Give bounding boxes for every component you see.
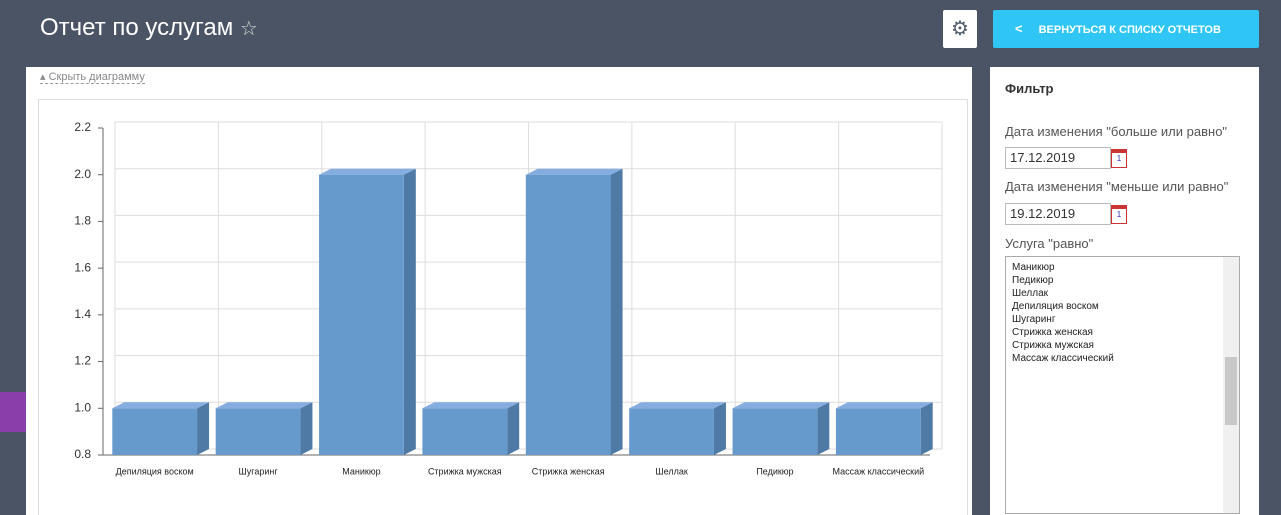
bar [215, 408, 301, 455]
toggle-chart-text: Скрыть диаграмму [48, 71, 145, 83]
bar-side [300, 402, 313, 455]
bar-top [629, 402, 726, 409]
x-tick-label: Стрижка мужская [428, 466, 502, 476]
service-listbox[interactable]: Маникюр Педикюр Шеллак Депиляция воском Шуга… [1005, 256, 1240, 514]
star-icon[interactable]: ☆ [239, 18, 258, 40]
x-tick-label: Педикюр [756, 466, 793, 476]
back-button-text: ВЕРНУТЬСЯ К СПИСКУ ОТЧЕТОВ [1038, 24, 1221, 36]
option[interactable]: Стрижка мужская [1012, 340, 1094, 351]
bar-top [525, 168, 623, 175]
option[interactable]: Массаж классический [1012, 353, 1114, 364]
date-from-label: Дата изменения "больше или равно" [1005, 124, 1228, 139]
bar-side [817, 402, 830, 455]
option[interactable]: Стрижка женская [1012, 327, 1093, 338]
bar-top [319, 168, 416, 175]
y-tick-label: 1.2 [74, 354, 91, 368]
chart: 0.8 1.0 1.2 1.4 1.6 1.8 2.0 2.2 Депиляция воском… [38, 99, 968, 515]
y-tick-label: 2.0 [74, 167, 91, 181]
option[interactable]: Маникюр [1012, 262, 1055, 273]
y-tick-label: 2.2 [74, 120, 91, 134]
bar-top [422, 402, 520, 409]
toggle-chart-link[interactable]: ▴ Скрыть диаграмму [40, 71, 145, 84]
bar-side [197, 402, 210, 455]
y-tick-label: 1.8 [74, 214, 91, 228]
chevron-icon: < [1015, 21, 1023, 36]
bar-side [507, 402, 520, 455]
x-tick-label: Шеллак [655, 466, 687, 476]
x-tick-label: Массаж классический [832, 466, 924, 476]
bar-top [732, 402, 830, 409]
x-tick-label: Маникюр [342, 466, 380, 476]
option[interactable]: Депиляция воском [1012, 301, 1099, 312]
y-tick-label: 1.6 [74, 260, 91, 274]
settings-button[interactable]: ⚙ [943, 10, 977, 48]
bar [525, 174, 611, 455]
bar-side [920, 402, 933, 455]
bar [732, 408, 818, 455]
service-label: Услуга "равно" [1005, 236, 1094, 251]
y-tick-label: 1.4 [74, 307, 91, 321]
bar [112, 408, 198, 455]
bar-top [215, 402, 313, 409]
filter-panel: Фильтр Дата изменения "больше или равно"… [990, 67, 1259, 515]
scroll-thumb[interactable] [1225, 357, 1237, 425]
bar [319, 174, 404, 455]
bar [629, 408, 714, 455]
options: Маникюр Педикюр Шеллак Депиляция воском Шуга… [1012, 261, 1114, 365]
page-title: Отчет по услугам ☆ [40, 14, 258, 42]
date-from-input[interactable]: 17.12.2019 [1005, 147, 1111, 169]
option[interactable]: Педикюр [1012, 275, 1054, 286]
date-to-label: Дата изменения "меньше или равно" [1005, 179, 1229, 194]
bar [835, 408, 921, 455]
bar-top [112, 402, 210, 409]
x-tick-label: Шугаринг [239, 466, 279, 476]
y-tick-label: 0.8 [74, 447, 91, 461]
x-tick-label: Стрижка женская [532, 466, 605, 476]
bar-side [610, 168, 623, 455]
option[interactable]: Шеллак [1012, 288, 1049, 299]
bar-side [403, 168, 416, 455]
date-to-input[interactable]: 19.12.2019 [1005, 203, 1111, 225]
title-text: Отчет по услугам [40, 14, 234, 41]
bar-side [713, 402, 726, 455]
option[interactable]: Шугаринг [1012, 314, 1056, 325]
back-button[interactable]: < ВЕРНУТЬСЯ К СПИСКУ ОТЧЕТОВ [993, 10, 1259, 48]
calendar-icon[interactable]: 1 [1111, 149, 1127, 168]
bar-top [835, 402, 933, 409]
bar [422, 408, 508, 455]
x-tick-label: Депиляция воском [116, 466, 194, 476]
filter-title: Фильтр [1005, 81, 1054, 96]
y-tick-label: 1.0 [74, 400, 91, 414]
scrollbar[interactable] [1223, 257, 1239, 513]
calendar-icon[interactable]: 1 [1111, 205, 1127, 224]
